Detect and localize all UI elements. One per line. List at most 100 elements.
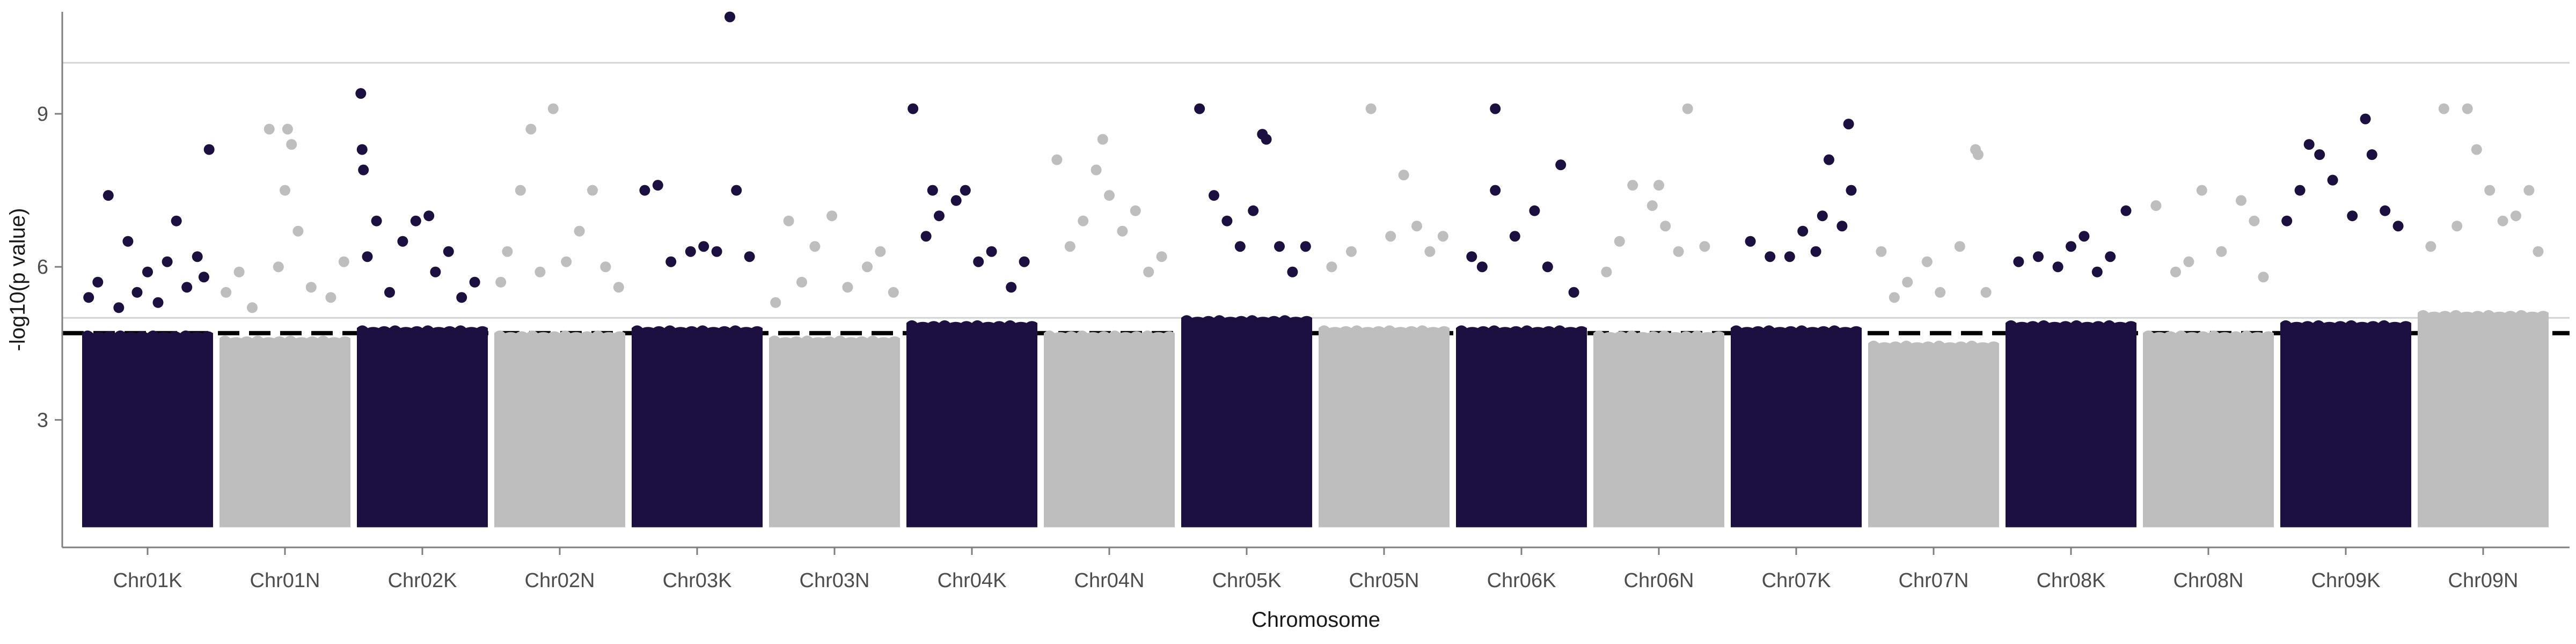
reference-lines <box>62 62 2570 335</box>
point-Chr03K-3 <box>665 256 677 267</box>
point-Chr08K-2 <box>2033 251 2044 262</box>
cluster-Chr04K <box>906 320 1037 528</box>
point-Chr04K-5 <box>950 195 962 206</box>
point-Chr06N-8 <box>1682 103 1693 114</box>
point-Chr04N-5 <box>1097 134 1108 145</box>
point-Chr06K-3 <box>1490 185 1501 196</box>
point-Chr03N-5 <box>826 210 838 222</box>
point-Chr02N-9 <box>587 185 598 196</box>
point-Chr06N-2 <box>1614 236 1625 247</box>
point-Chr09N-2 <box>2438 103 2449 114</box>
point-Chr02K-8 <box>410 215 421 226</box>
point-Chr08N-4 <box>2196 185 2207 196</box>
cluster-Chr06N <box>1593 330 1724 528</box>
point-Chr08K-1 <box>2013 256 2024 267</box>
point-Chr04K-3 <box>927 185 938 196</box>
point-Chr06N-9 <box>1699 241 1710 252</box>
point-Chr06N-6 <box>1660 221 1671 232</box>
point-Chr08K-4 <box>2066 241 2076 252</box>
point-Chr01N-3 <box>247 302 258 313</box>
point-Chr05N-2 <box>1346 246 1357 257</box>
x-tick-label-Chr06N: Chr06N <box>1624 569 1694 592</box>
x-tick-label-Chr01N: Chr01N <box>250 569 320 592</box>
point-Chr01N-6 <box>280 185 290 196</box>
point-Chr09K-10 <box>2392 221 2404 232</box>
point-Chr05N-7 <box>1424 246 1436 257</box>
point-Chr01K-9 <box>162 256 173 267</box>
point-Chr09N-6 <box>2484 185 2496 196</box>
point-Chr03K-4 <box>685 246 696 257</box>
point-Chr05K-7 <box>1261 134 1272 145</box>
point-Chr01K-11 <box>181 282 193 293</box>
cluster-Chr08N <box>2143 330 2274 528</box>
point-Chr05N-6 <box>1411 221 1422 232</box>
cluster-Chr02K <box>357 325 488 528</box>
x-tick-label-Chr08K: Chr08K <box>2037 569 2106 592</box>
cluster-Chr05K <box>1181 315 1312 528</box>
point-Chr05K-3 <box>1221 215 1233 226</box>
point-Chr07N-2 <box>1889 292 1900 303</box>
y-axis-title: -log10(p value) <box>6 208 30 352</box>
cluster-Chr09N <box>2418 310 2549 528</box>
point-Chr07N-4 <box>1921 256 1933 267</box>
x-tick-label-Chr05K: Chr05K <box>1212 569 1282 592</box>
point-Chr08K-5 <box>2079 231 2090 242</box>
point-Chr07N-3 <box>1902 276 1913 288</box>
point-Chr01K-14 <box>203 144 215 155</box>
point-Chr06K-9 <box>1568 287 1579 298</box>
chromosome-point-clusters <box>82 310 2549 528</box>
point-Chr05K-9 <box>1287 266 1298 277</box>
x-tick-label-Chr06K: Chr06K <box>1487 569 1556 592</box>
point-Chr03K-2 <box>652 180 663 191</box>
cluster-Chr07K <box>1731 325 1862 528</box>
point-Chr06N-3 <box>1627 180 1638 191</box>
point-Chr02N-3 <box>515 185 526 196</box>
point-Chr01K-6 <box>131 287 143 298</box>
point-Chr06N-5 <box>1653 180 1664 191</box>
x-tick-label-Chr04N: Chr04N <box>1074 569 1145 592</box>
point-Chr03N-6 <box>842 282 853 293</box>
point-Chr03N-7 <box>862 261 873 273</box>
x-tick-label-Chr02N: Chr02N <box>525 569 595 592</box>
point-Chr03K-6 <box>711 246 722 257</box>
point-Chr05K-1 <box>1194 103 1205 114</box>
point-Chr07N-8 <box>1972 149 1984 160</box>
point-Chr09N-3 <box>2451 221 2463 232</box>
point-Chr05K-5 <box>1248 205 1259 216</box>
point-Chr02K-10 <box>430 266 441 277</box>
point-Chr09N-8 <box>2511 210 2521 222</box>
point-Chr04N-1 <box>1051 154 1063 165</box>
point-Chr08K-3 <box>2052 261 2063 273</box>
x-axis-title: Chromosome <box>1252 608 1380 632</box>
point-Chr02K-5 <box>371 215 382 226</box>
cluster-Chr05N <box>1319 325 1450 528</box>
point-Chr09K-1 <box>2281 215 2293 226</box>
point-Chr04N-8 <box>1130 205 1141 216</box>
point-Chr07N-1 <box>1876 246 1887 257</box>
point-Chr01N-4 <box>264 123 275 135</box>
point-Chr05K-2 <box>1209 190 1219 201</box>
point-Chr07N-9 <box>1980 287 1992 298</box>
point-Chr02N-7 <box>561 256 572 267</box>
cluster-Chr02N <box>494 330 625 528</box>
point-Chr02K-9 <box>423 210 435 222</box>
point-Chr04N-6 <box>1104 190 1115 201</box>
point-Chr06K-4 <box>1490 103 1501 114</box>
x-ticks: Chr01K Chr01N Chr02K Chr02N Chr03K Chr03N Chr0… <box>113 547 2518 592</box>
point-Chr03K-9 <box>744 251 755 262</box>
point-Chr02N-2 <box>502 246 513 257</box>
point-Chr02N-1 <box>495 276 507 288</box>
point-Chr06N-4 <box>1646 200 1658 211</box>
point-Chr09N-9 <box>2523 185 2535 196</box>
cluster-Chr03N <box>769 335 900 528</box>
point-Chr01N-2 <box>233 266 245 277</box>
x-tick-label-Chr04K: Chr04K <box>938 569 1007 592</box>
point-Chr01K-8 <box>152 297 164 308</box>
cluster-Chr04N <box>1044 330 1175 528</box>
point-Chr07K-6 <box>1817 210 1828 222</box>
point-Chr02N-5 <box>535 266 546 277</box>
point-Chr03N-3 <box>796 276 807 288</box>
point-Chr08N-5 <box>2216 246 2227 257</box>
point-Chr04K-1 <box>908 103 919 114</box>
